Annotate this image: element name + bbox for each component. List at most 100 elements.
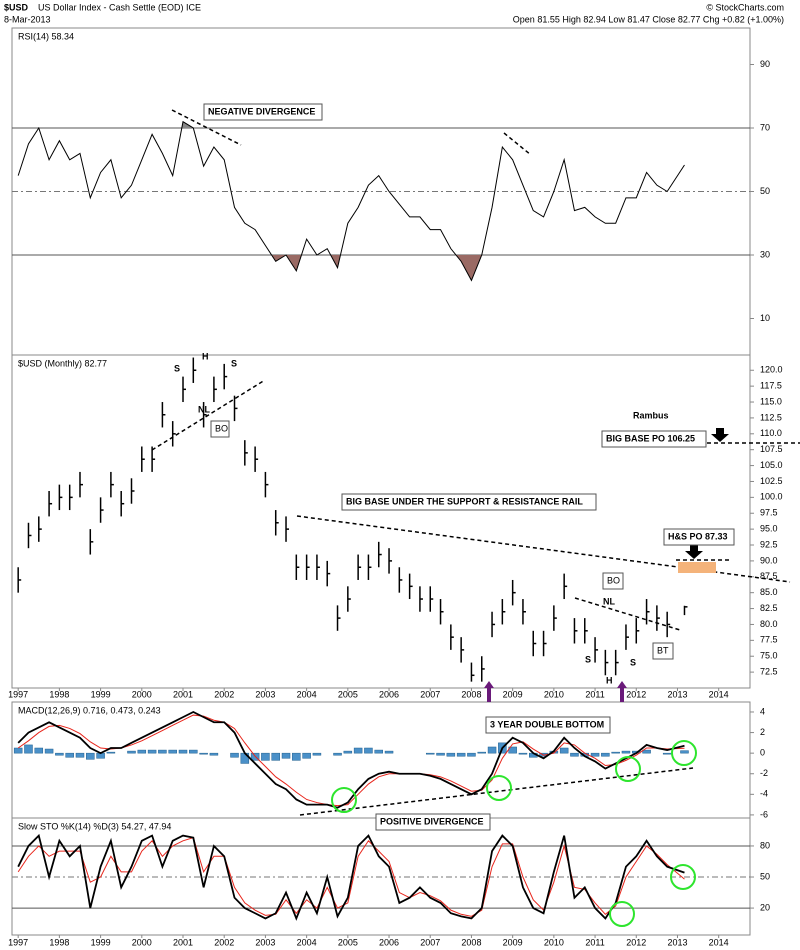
y-tick-label: 107.5 xyxy=(760,444,783,454)
y-tick-label: 110.0 xyxy=(760,428,782,438)
annotation: BO xyxy=(607,575,620,585)
x-tick-label: 2003 xyxy=(255,937,275,947)
macd-line xyxy=(17,714,685,807)
x-tick-label: 2006 xyxy=(379,689,399,699)
histogram-bar xyxy=(302,752,311,759)
histogram-bar xyxy=(518,752,528,755)
target-zone xyxy=(678,562,716,573)
highlight-circle xyxy=(615,756,641,782)
overbought-fill xyxy=(181,121,194,129)
histogram-bar xyxy=(65,752,74,758)
histogram-bar xyxy=(364,747,373,754)
histogram-bar xyxy=(570,752,579,757)
histogram-bar xyxy=(168,749,177,754)
y-tick-label: 0 xyxy=(760,748,765,758)
x-tick-label: 2014 xyxy=(709,937,729,947)
y-tick-label: 4 xyxy=(760,706,765,716)
annotation: S xyxy=(174,363,180,373)
y-tick-label: 70 xyxy=(760,122,770,132)
y-tick-label: 112.5 xyxy=(760,412,782,422)
y-tick-label: 50 xyxy=(760,186,770,196)
y-tick-label: 82.5 xyxy=(760,603,778,613)
y-tick-label: 2 xyxy=(760,727,765,737)
annotation: NEGATIVE DIVERGENCE xyxy=(208,106,315,116)
x-tick-label: 1997 xyxy=(8,937,28,947)
y-tick-label: 92.5 xyxy=(760,539,778,549)
y-tick-label: 80.0 xyxy=(760,619,778,629)
y-tick-label: 85.0 xyxy=(760,587,778,597)
histogram-bar xyxy=(44,748,54,754)
y-tick-label: 87.5 xyxy=(760,571,778,581)
x-tick-label: 2008 xyxy=(461,937,481,947)
y-tick-label: -6 xyxy=(760,809,768,819)
x-tick-label: 2014 xyxy=(709,689,729,699)
histogram-bar xyxy=(680,750,689,754)
x-tick-label: 1998 xyxy=(49,937,69,947)
x-tick-label: 2009 xyxy=(503,689,523,699)
panel-frame xyxy=(11,354,751,689)
histogram-bar xyxy=(343,750,353,754)
y-tick-label: 97.5 xyxy=(760,508,778,518)
quote: Open 81.55 High 82.94 Low 81.47 Close 82… xyxy=(513,14,784,24)
histogram-bar xyxy=(601,752,610,757)
x-tick-label: 2001 xyxy=(173,937,193,947)
histogram-bar xyxy=(158,749,167,754)
histogram-bar xyxy=(34,747,44,754)
x-tick-label: 1999 xyxy=(91,689,111,699)
x-tick-label: 2007 xyxy=(420,937,440,947)
x-tick-label: 2004 xyxy=(297,689,317,699)
histogram-bar xyxy=(281,752,291,759)
histogram-bar xyxy=(456,752,466,757)
trend-line xyxy=(503,132,532,156)
annotation-box xyxy=(652,642,674,660)
y-tick-label: 10 xyxy=(760,313,770,323)
histogram-bar xyxy=(662,752,672,755)
panel-title: $USD (Monthly) 82.77 xyxy=(18,358,107,368)
annotation: POSITIVE DIVERGENCE xyxy=(380,816,484,826)
y-tick-label: -2 xyxy=(760,768,768,778)
histogram-bar xyxy=(333,752,342,756)
histogram-bar xyxy=(137,749,147,754)
y-tick-label: 72.5 xyxy=(760,666,778,676)
y-tick-label: 117.5 xyxy=(760,381,782,391)
histogram-bar xyxy=(271,752,280,761)
highlight-circle xyxy=(609,901,635,927)
histogram-bar xyxy=(446,752,456,757)
x-tick-label: 2013 xyxy=(667,689,687,699)
x-tick-label: 1999 xyxy=(91,937,111,947)
trend-line xyxy=(171,109,242,146)
y-tick-label: 80 xyxy=(760,840,770,850)
histogram-bar xyxy=(425,752,435,755)
histogram-bar xyxy=(127,750,136,754)
histogram-bar xyxy=(178,749,188,754)
annotation-box xyxy=(601,430,707,448)
histogram-bar xyxy=(209,752,219,756)
macd-line xyxy=(17,710,685,809)
highlight-circle xyxy=(331,787,357,813)
histogram-bar xyxy=(312,752,322,756)
y-tick-label: 100.0 xyxy=(760,492,783,502)
x-tick-label: 2012 xyxy=(626,689,646,699)
annotation: S xyxy=(231,358,237,368)
histogram-bar xyxy=(611,751,620,754)
annotation-box xyxy=(485,716,611,734)
y-tick-label: 20 xyxy=(760,902,770,912)
annotation: 3 YEAR DOUBLE BOTTOM xyxy=(490,719,604,729)
arrow xyxy=(484,681,494,702)
symbol: $USD xyxy=(4,2,29,12)
x-tick-label: 2002 xyxy=(214,937,234,947)
panel-frame xyxy=(11,701,751,819)
annotation-box xyxy=(663,528,735,546)
y-tick-label: 95.0 xyxy=(760,524,778,534)
y-tick-label: 102.5 xyxy=(760,476,783,486)
y-tick-label: 90 xyxy=(760,59,770,69)
annotation: BO xyxy=(215,423,228,433)
panel-frame xyxy=(11,817,751,936)
annotation: NL xyxy=(198,404,210,414)
annotation: Rambus xyxy=(633,410,669,420)
trend-line xyxy=(299,767,694,816)
rsi-line xyxy=(17,120,685,282)
y-tick-label: 105.0 xyxy=(760,460,783,470)
histogram-bar xyxy=(642,749,651,754)
highlight-circle xyxy=(671,740,697,766)
